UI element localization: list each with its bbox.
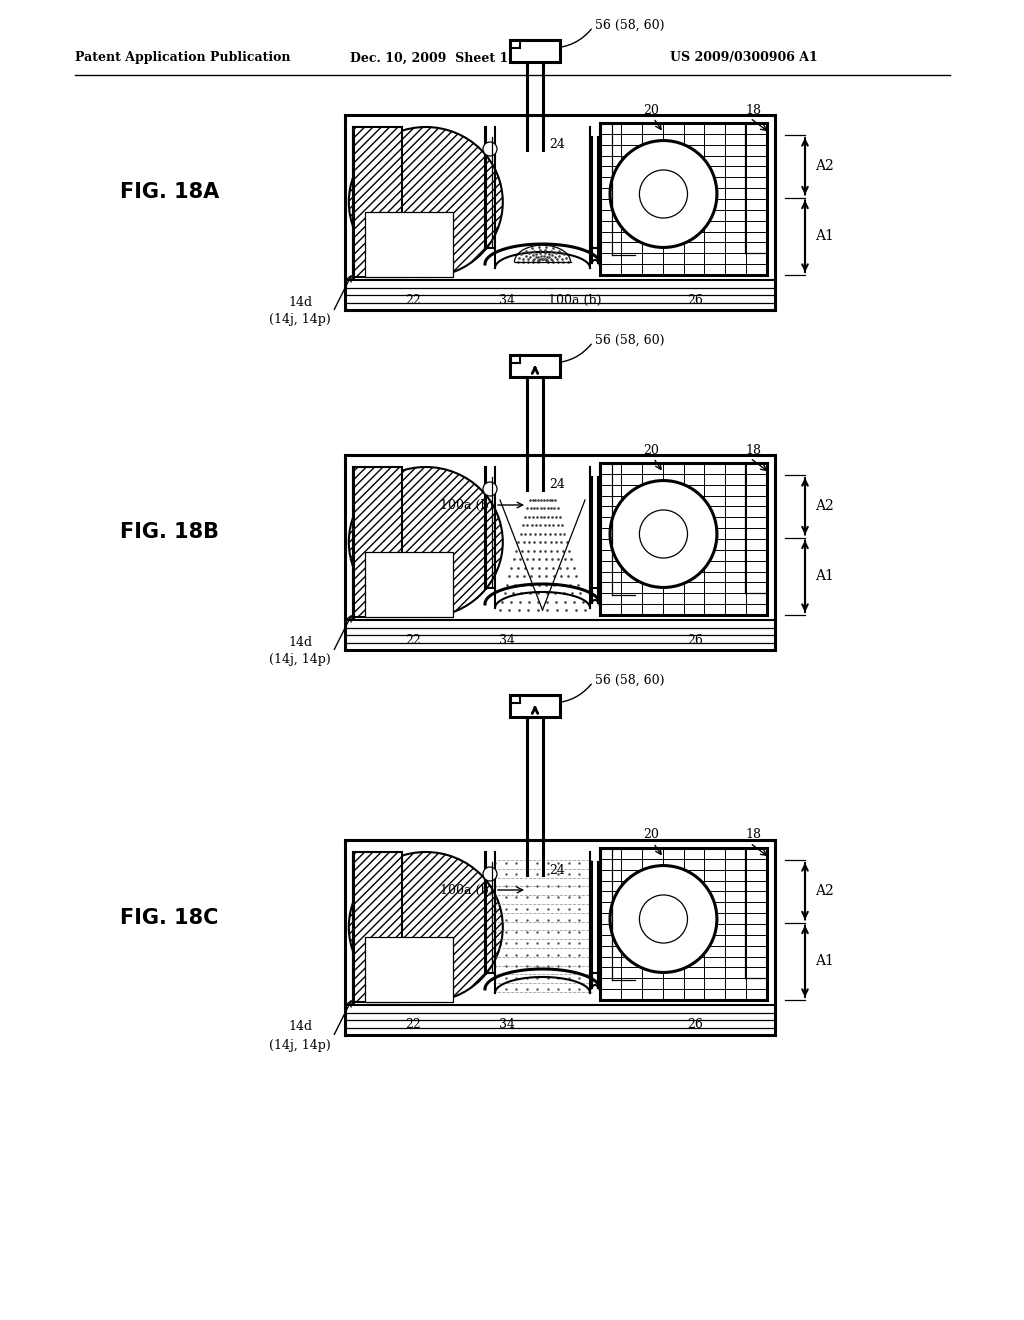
Text: 100a (b): 100a (b) [440, 883, 494, 896]
Text: Patent Application Publication: Patent Application Publication [75, 51, 291, 65]
Text: A1: A1 [815, 954, 834, 969]
Text: 24: 24 [549, 139, 565, 152]
Text: 20: 20 [643, 444, 659, 457]
Text: 100a (b): 100a (b) [440, 499, 494, 511]
Text: FIG. 18C: FIG. 18C [120, 908, 218, 928]
Bar [510, 40, 560, 62]
Bar [353, 851, 402, 1002]
Text: 20: 20 [643, 829, 659, 842]
Text: 14d: 14d [288, 1020, 312, 1034]
Text: 56 (58, 60): 56 (58, 60) [595, 334, 665, 346]
Ellipse shape [349, 851, 503, 1002]
Bar [365, 213, 453, 277]
Text: 100a (b): 100a (b) [548, 293, 601, 306]
Text: 56 (58, 60): 56 (58, 60) [595, 673, 665, 686]
Text: US 2009/0300906 A1: US 2009/0300906 A1 [670, 51, 818, 65]
Text: 14d: 14d [288, 296, 312, 309]
Ellipse shape [349, 467, 503, 616]
Text: 34: 34 [500, 1019, 515, 1031]
Bar [365, 552, 453, 616]
Text: 26: 26 [687, 293, 702, 306]
Text: 56 (58, 60): 56 (58, 60) [595, 18, 665, 32]
Text: 22: 22 [406, 1019, 421, 1031]
Text: 18: 18 [745, 103, 761, 116]
Circle shape [483, 867, 497, 880]
Text: (14j, 14p): (14j, 14p) [269, 1039, 331, 1052]
Text: A2: A2 [815, 160, 834, 173]
Ellipse shape [349, 127, 503, 277]
Circle shape [483, 482, 497, 496]
Bar [510, 696, 560, 717]
Bar [510, 355, 560, 378]
Circle shape [610, 140, 717, 247]
Text: FIG. 18B: FIG. 18B [120, 523, 219, 543]
Text: 24: 24 [549, 479, 565, 491]
Text: Dec. 10, 2009  Sheet 18 of 21: Dec. 10, 2009 Sheet 18 of 21 [350, 51, 557, 65]
Text: (14j, 14p): (14j, 14p) [269, 653, 331, 667]
Text: FIG. 18A: FIG. 18A [120, 182, 219, 202]
Text: 20: 20 [643, 103, 659, 116]
Text: 18: 18 [745, 829, 761, 842]
Text: 18: 18 [745, 444, 761, 457]
Text: 22: 22 [406, 634, 421, 647]
Text: A2: A2 [815, 884, 834, 898]
Circle shape [483, 143, 497, 156]
Bar [353, 127, 402, 277]
Bar [365, 937, 453, 1002]
Text: 26: 26 [687, 1019, 702, 1031]
Text: A2: A2 [815, 499, 834, 513]
Text: 34: 34 [500, 293, 515, 306]
Text: (14j, 14p): (14j, 14p) [269, 314, 331, 326]
Text: 24: 24 [549, 863, 565, 876]
Text: 14d: 14d [288, 635, 312, 648]
Text: 26: 26 [687, 634, 702, 647]
Text: A1: A1 [815, 569, 834, 583]
Text: A1: A1 [815, 230, 834, 243]
Text: 34: 34 [500, 634, 515, 647]
Text: 22: 22 [406, 293, 421, 306]
Circle shape [610, 480, 717, 587]
Circle shape [610, 866, 717, 973]
Bar [353, 467, 402, 616]
